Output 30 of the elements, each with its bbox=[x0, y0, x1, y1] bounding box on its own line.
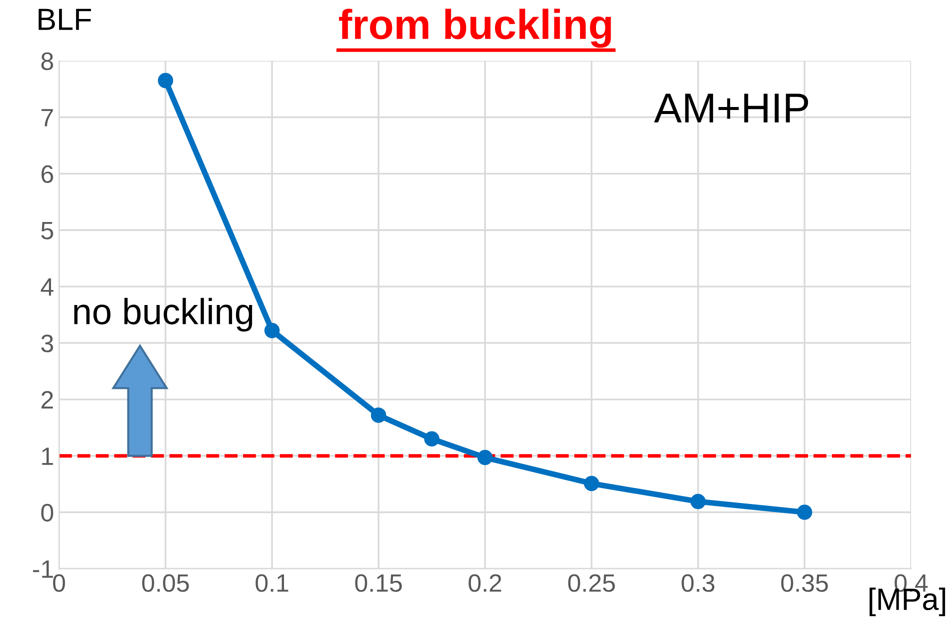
y-tick-label: 8 bbox=[41, 52, 54, 70]
x-tick-label: 0.25 bbox=[568, 574, 615, 592]
x-tick-label: 0.05 bbox=[142, 574, 189, 592]
x-tick-label: 0.1 bbox=[256, 574, 288, 592]
point bbox=[477, 450, 493, 466]
y-tick-label: 6 bbox=[42, 165, 54, 183]
x-tick-label: 0.2 bbox=[468, 574, 502, 592]
y-tick-label: 7 bbox=[42, 109, 53, 126]
y-tick-label: 2 bbox=[42, 391, 53, 408]
y-tick-label: 1 bbox=[42, 448, 53, 465]
point bbox=[584, 476, 600, 492]
x-tick-label: 0 bbox=[53, 574, 65, 592]
y-tick-label: 5 bbox=[41, 222, 54, 240]
x-tick-label: 0.3 bbox=[682, 574, 714, 592]
point bbox=[690, 494, 706, 510]
x-tick-label: 0.15 bbox=[355, 574, 402, 592]
x-tick-label: 0.35 bbox=[781, 574, 828, 592]
annotation: AM+HIP bbox=[654, 94, 808, 122]
point bbox=[796, 504, 812, 520]
point bbox=[424, 431, 440, 447]
chart-title: from buckling bbox=[338, 8, 611, 48]
point bbox=[158, 72, 174, 88]
y-tick-label: -1 bbox=[33, 560, 53, 578]
y-tick-label: 4 bbox=[40, 278, 54, 296]
point bbox=[264, 322, 280, 338]
y-tick-label: 0 bbox=[41, 504, 54, 522]
y-tick-label: 3 bbox=[41, 334, 54, 352]
point bbox=[370, 408, 386, 423]
y-axis-title: BLF bbox=[38, 8, 91, 30]
annotation: no buckling bbox=[74, 298, 252, 332]
